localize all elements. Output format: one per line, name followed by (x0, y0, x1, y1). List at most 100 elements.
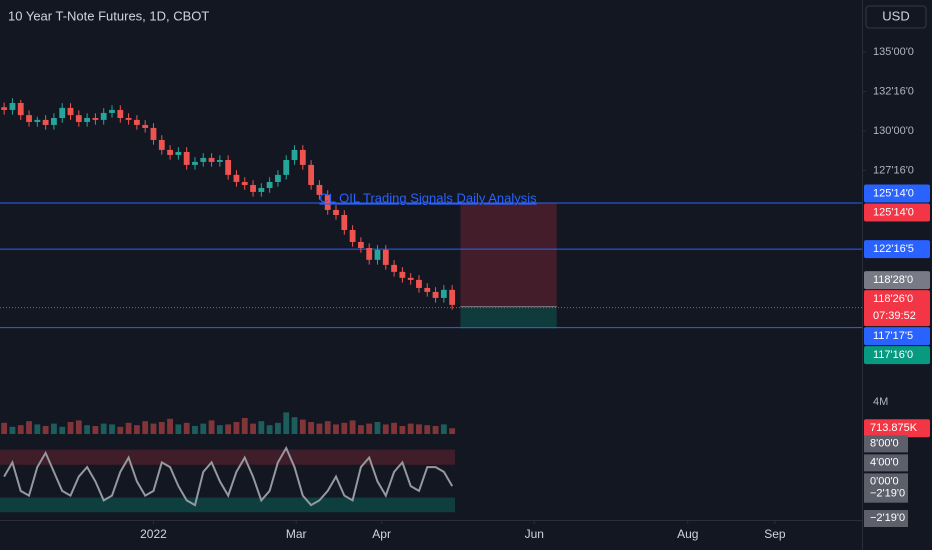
candle-body (133, 119, 140, 125)
price-badge (864, 290, 930, 327)
volume-bar (391, 422, 397, 434)
candle-body (92, 117, 99, 120)
osc-extra-badge (864, 510, 908, 527)
osc-tick-label: 0'00'0 (870, 475, 899, 487)
volume-bar (308, 422, 315, 434)
price-badge (864, 346, 930, 365)
volume-bar (100, 423, 107, 434)
price-badge (864, 184, 930, 203)
osc-tick-badge (864, 435, 908, 453)
volume-bar (225, 424, 232, 434)
price-badge-text: 118'28'0 (873, 274, 913, 286)
volume-badge (864, 419, 930, 438)
countdown: 07:39:52 (873, 310, 916, 322)
volume-bar (258, 421, 265, 434)
volume-bar (92, 426, 99, 434)
x-tick-label: Jun (525, 527, 544, 541)
candle-body (275, 174, 281, 182)
candle-body (67, 107, 74, 116)
candle-body (416, 279, 422, 288)
volume-bar (432, 426, 439, 434)
volume-bar (399, 426, 406, 434)
volume-bar (349, 420, 356, 434)
candle-body (258, 187, 265, 192)
candle-body (382, 249, 389, 265)
candle-body (17, 102, 24, 116)
candle-body (349, 229, 356, 242)
volume-bar (241, 418, 248, 434)
price-badge-text: 118'26'0 (873, 293, 913, 305)
price-badge-text: 125'14'0 (873, 187, 914, 199)
annotation: CL OIL Trading Signals Daily Analysis (319, 190, 537, 205)
volume-bar (266, 425, 273, 434)
candle-body (192, 161, 198, 165)
volume-bar (324, 421, 331, 434)
currency-button[interactable] (865, 5, 927, 29)
volume-bar (117, 426, 124, 434)
position-profit (460, 203, 557, 307)
candle-body (316, 184, 323, 195)
volume-bar (424, 425, 431, 434)
price-badge (864, 271, 930, 290)
volume-bar (167, 418, 173, 434)
candle-body (324, 194, 331, 210)
price-badge (864, 327, 930, 346)
volume-bar (357, 425, 364, 434)
volume-bar (416, 424, 422, 434)
volume-bar (9, 426, 16, 434)
volume-bar (316, 423, 323, 434)
osc-tick-badge (864, 485, 908, 503)
volume-bar (366, 423, 373, 434)
volume-bar (192, 426, 198, 434)
candle-body (440, 289, 447, 298)
y-tick-label: 135'00'0 (873, 46, 914, 58)
candle-body (183, 151, 190, 165)
volume-bar (150, 423, 157, 434)
candle-body (117, 109, 124, 118)
volume-bar (374, 422, 381, 434)
volume-bar (158, 422, 165, 434)
volume-bar (291, 417, 298, 434)
volume-bar (208, 420, 215, 434)
candle-body (51, 117, 57, 125)
volume-bar (275, 422, 281, 434)
volume-tick-label: 4M (873, 396, 888, 408)
osc-line (3, 445, 454, 507)
candle-body (449, 289, 456, 305)
volume-bar (17, 425, 24, 434)
candle-body (333, 209, 339, 215)
volume-badge-text: 713.875K (870, 422, 918, 434)
x-tick-label: Apr (372, 527, 391, 541)
candle-body (142, 124, 149, 128)
volume-bar (216, 425, 223, 434)
x-tick-label: 2022 (140, 527, 167, 541)
volume-bar (109, 424, 115, 434)
osc-tick-badge (864, 454, 908, 472)
volume-bar (75, 420, 82, 434)
candle-body (299, 149, 306, 165)
price-badge (864, 203, 930, 222)
candle-body (241, 181, 248, 185)
chart-title: 10 Year T-Note Futures, 1D, CBOT (8, 8, 209, 23)
candle-body (291, 149, 298, 161)
candle-body (84, 117, 91, 122)
candle-body (308, 164, 315, 185)
volume-bar (407, 423, 414, 434)
osc-upper-band (0, 449, 455, 465)
volume-bar (183, 422, 190, 434)
volume-bar (250, 423, 256, 434)
candle-body (167, 149, 173, 155)
volume-bar (34, 424, 41, 434)
candle-body (42, 119, 49, 125)
y-tick-label: 132'16'0 (873, 85, 914, 97)
volume-bar (133, 425, 140, 434)
candle-body (200, 157, 207, 162)
volume-bar (233, 422, 240, 434)
price-badge-text: 117'16'0 (873, 349, 913, 361)
volume-bar (175, 424, 182, 434)
candle-body (1, 107, 8, 110)
candle-body (109, 109, 115, 113)
